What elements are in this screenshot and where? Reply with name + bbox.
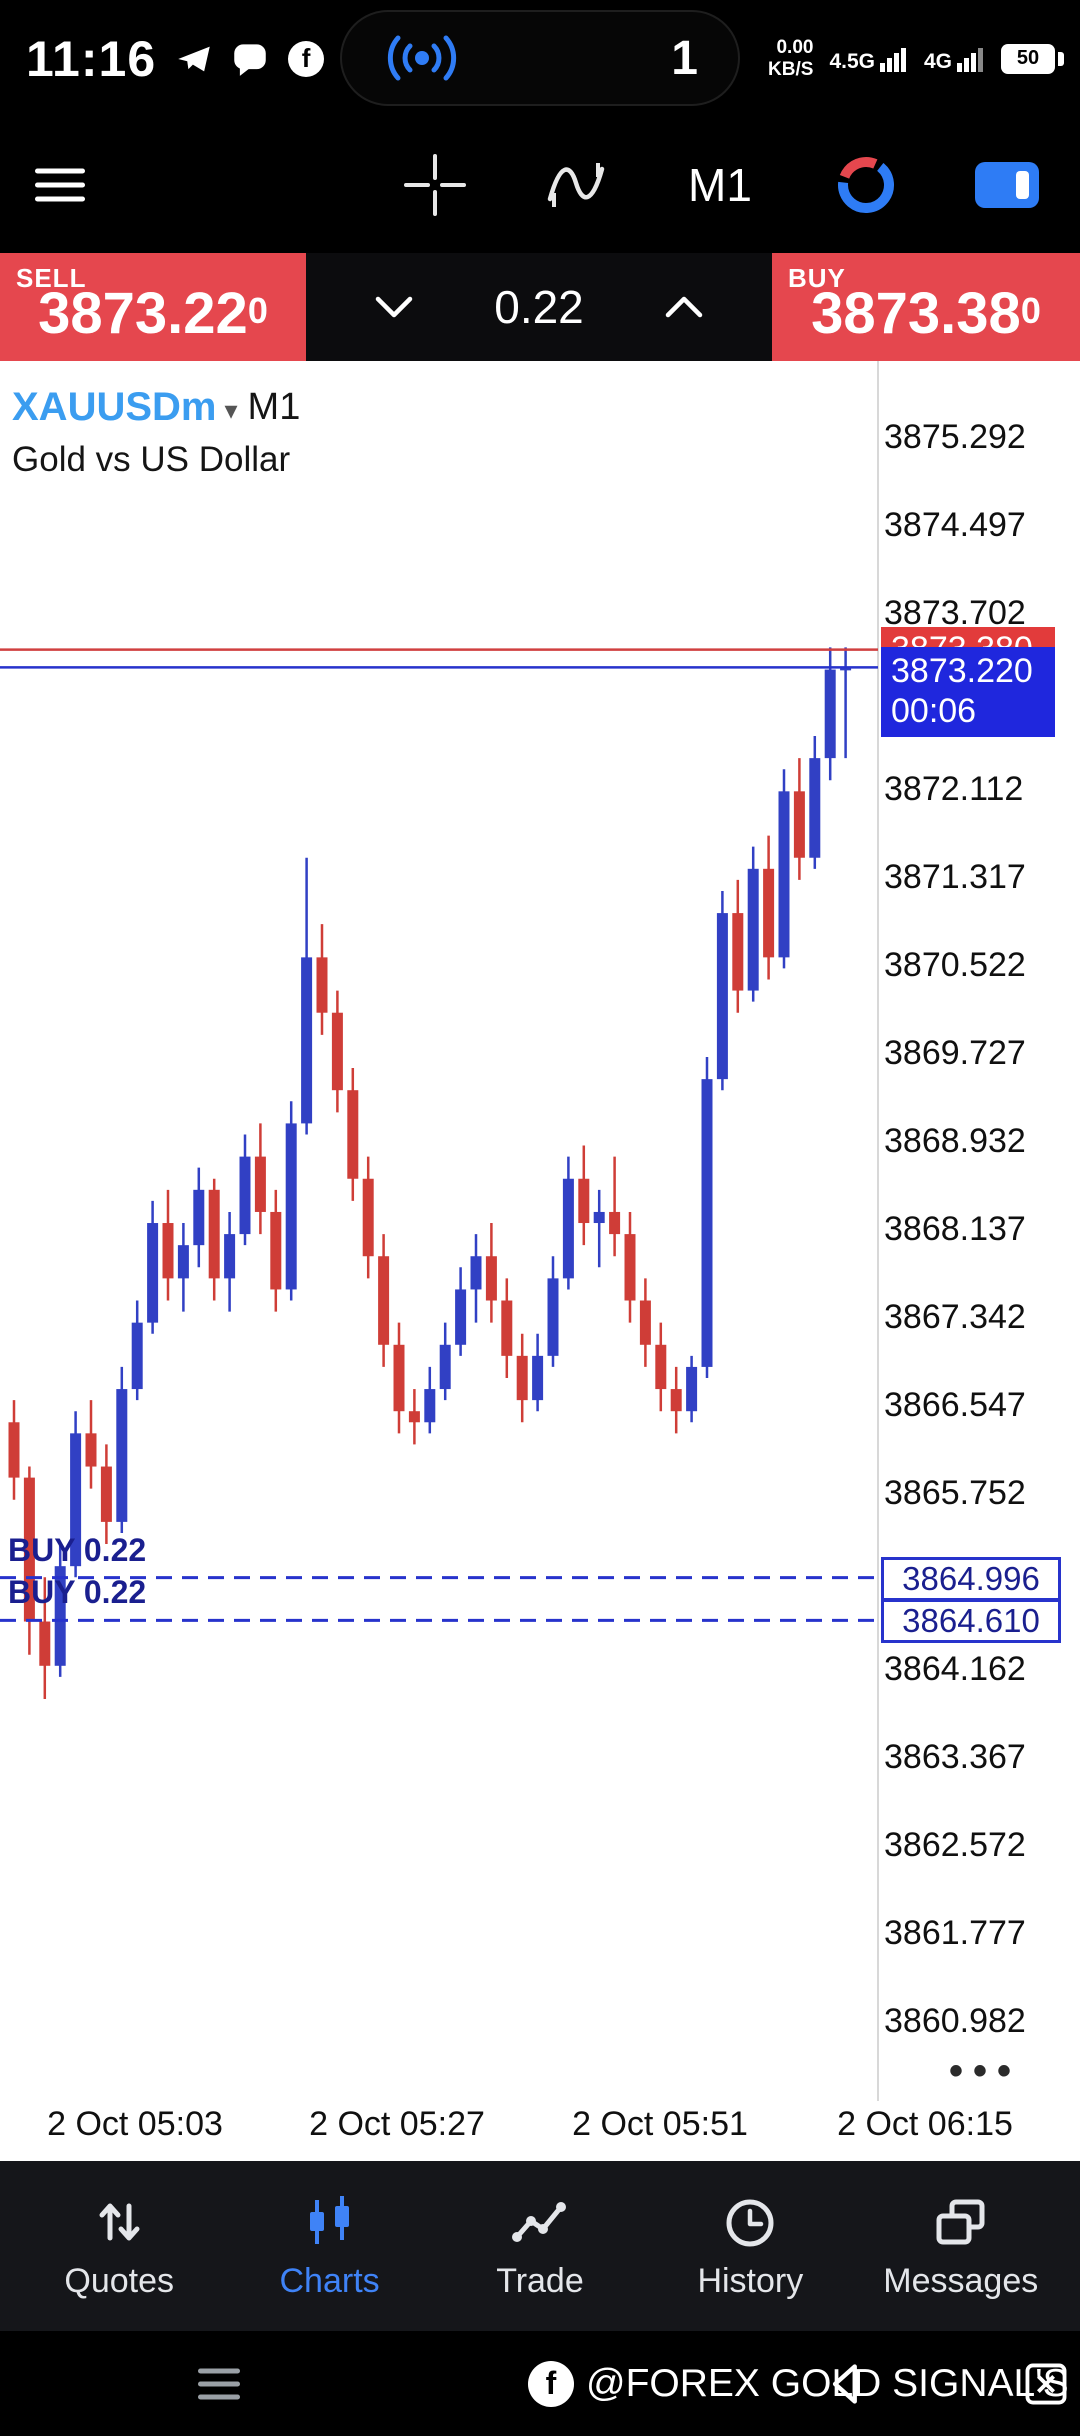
signal-bars-icon bbox=[879, 47, 906, 72]
price-axis-label: 3864.162 bbox=[884, 1650, 1026, 1688]
nav-item-trade[interactable]: Trade bbox=[445, 2192, 635, 2301]
objects-button[interactable] bbox=[975, 162, 1039, 208]
price-axis-label: 3869.727 bbox=[884, 1034, 1026, 1072]
chevron-up-icon[interactable] bbox=[662, 294, 706, 320]
recording-count: 1 bbox=[671, 31, 698, 85]
symbol-name: XAUUSDm bbox=[12, 385, 217, 429]
price-axis-label: 3866.547 bbox=[884, 1386, 1026, 1424]
objects-icon bbox=[975, 162, 1039, 208]
price-axis-menu-dots[interactable]: ••• bbox=[948, 2049, 1021, 2093]
chevron-down-icon[interactable] bbox=[372, 294, 416, 320]
indicators-button[interactable] bbox=[544, 153, 608, 217]
price-axis-label: 3860.982 bbox=[884, 2002, 1026, 2040]
close-window-icon[interactable] bbox=[1022, 2360, 1070, 2408]
sell-price: 3873.220 bbox=[38, 281, 268, 347]
pie-circle-icon bbox=[838, 157, 894, 213]
buy-label: BUY bbox=[788, 263, 846, 293]
price-axis-label: 3874.497 bbox=[884, 506, 1026, 544]
menu-button[interactable] bbox=[35, 160, 85, 211]
messages-icon bbox=[936, 2199, 985, 2244]
live-broadcast-icon bbox=[387, 35, 457, 81]
buy-price: 3873.380 bbox=[811, 281, 1041, 347]
price-axis-label: 3871.317 bbox=[884, 858, 1026, 896]
timeframe-button[interactable]: M1 bbox=[688, 159, 752, 211]
telegram-icon bbox=[178, 46, 210, 71]
facebook-icon: f bbox=[528, 2360, 574, 2407]
time-axis-label: 2 Oct 05:03 bbox=[47, 2105, 223, 2143]
price-axis-label: 3862.572 bbox=[884, 1826, 1026, 1864]
indicator-wave-icon bbox=[547, 163, 605, 207]
trade-panel: SELL 3873.220 0.22 BUY 3873.380 bbox=[0, 253, 1080, 361]
nav-item-history[interactable]: History bbox=[655, 2192, 845, 2301]
sim1-signal: 4.5G bbox=[829, 46, 908, 72]
symbol-description: Gold vs US Dollar bbox=[12, 440, 291, 479]
time-axis-label: 2 Oct 06:15 bbox=[837, 2105, 1013, 2143]
price-axis-label: 3873.702 bbox=[884, 594, 1026, 632]
battery-icon: 50 bbox=[1001, 43, 1064, 74]
nav-item-messages[interactable]: Messages bbox=[866, 2192, 1056, 2301]
bottom-nav: Quotes Charts Trade History bbox=[0, 2161, 1080, 2331]
order-badge[interactable]: 3864.996 bbox=[881, 1556, 1061, 1601]
price-axis-label: 3863.367 bbox=[884, 1738, 1026, 1776]
back-icon[interactable] bbox=[822, 2360, 870, 2408]
status-right: 0.00 KB/S 4.5G 4G 50 bbox=[768, 0, 1064, 117]
price-axis-label: 3872.112 bbox=[884, 770, 1024, 808]
order-label[interactable]: BUY 0.22 bbox=[8, 1531, 147, 1568]
history-clock-icon bbox=[726, 2199, 774, 2246]
sell-button[interactable]: SELL 3873.220 bbox=[0, 253, 306, 361]
sell-label: SELL bbox=[16, 263, 87, 293]
price-axis-label: 3867.342 bbox=[884, 1298, 1026, 1336]
nav-hide-button[interactable] bbox=[198, 2360, 240, 2407]
price-axis-label: 3865.752 bbox=[884, 1474, 1026, 1512]
time-axis-label: 2 Oct 05:27 bbox=[309, 2105, 485, 2143]
status-left: 11:16 f bbox=[26, 0, 325, 117]
candlestick-canvas[interactable] bbox=[0, 361, 1080, 2161]
price-axis-label: 3868.137 bbox=[884, 1210, 1026, 1248]
nav-item-charts[interactable]: Charts bbox=[235, 2192, 425, 2301]
chat-bubble-icon bbox=[234, 43, 266, 76]
chart-area: XAUUSDm ▾ M1 Gold vs US Dollar 3873.380 … bbox=[0, 361, 1080, 2161]
app-footer: f @FOREX GOLD SIGNAL'S bbox=[0, 2331, 1080, 2436]
status-bar: 11:16 f 1 0.00 KB/S bbox=[0, 0, 1080, 117]
chart-style-button[interactable] bbox=[834, 153, 898, 217]
sim2-signal: 4G bbox=[924, 46, 985, 72]
chart-toolbar: M1 bbox=[0, 117, 1080, 253]
crosshair-button[interactable] bbox=[403, 153, 467, 217]
dropdown-caret-icon: ▾ bbox=[224, 395, 238, 425]
bid-price: 3873.220 bbox=[891, 652, 1033, 691]
network-speed: 0.00 KB/S bbox=[768, 37, 814, 80]
chart-header: XAUUSDm ▾ M1 Gold vs US Dollar bbox=[12, 385, 300, 480]
volume-stepper: 0.22 bbox=[306, 253, 772, 361]
order-label[interactable]: BUY 0.22 bbox=[8, 1574, 147, 1611]
price-axis-label: 3861.777 bbox=[884, 1914, 1026, 1952]
price-axis-label: 3870.522 bbox=[884, 946, 1026, 984]
price-axis-label: 3875.292 bbox=[884, 418, 1026, 456]
crosshair-icon bbox=[404, 154, 466, 216]
time-axis-label: 2 Oct 05:51 bbox=[572, 2105, 748, 2143]
charts-candles-icon bbox=[309, 2195, 349, 2244]
time-axis: 2 Oct 05:03 2 Oct 05:27 2 Oct 05:51 2 Oct 0… bbox=[0, 2105, 1080, 2161]
trade-line-icon bbox=[511, 2201, 566, 2242]
volume-value: 0.22 bbox=[494, 281, 584, 333]
quotes-arrows-icon bbox=[99, 2203, 140, 2240]
watermark-text: @FOREX GOLD SIGNAL'S bbox=[586, 2361, 1069, 2405]
chart-timeframe: M1 bbox=[247, 386, 301, 428]
signal-bars-icon bbox=[957, 47, 983, 72]
buy-button[interactable]: BUY 3873.380 bbox=[772, 253, 1080, 361]
order-badge[interactable]: 3864.610 bbox=[881, 1599, 1061, 1644]
nav-item-quotes[interactable]: Quotes bbox=[24, 2192, 214, 2301]
candle-countdown: 00:06 bbox=[891, 692, 977, 731]
facebook-icon: f bbox=[288, 40, 325, 77]
symbol-selector[interactable]: XAUUSDm ▾ M1 bbox=[12, 385, 300, 430]
recording-pill[interactable]: 1 bbox=[340, 10, 740, 106]
price-axis-label: 3868.932 bbox=[884, 1122, 1026, 1160]
clock: 11:16 bbox=[26, 30, 157, 87]
bid-badge: 3873.220 00:06 bbox=[881, 647, 1055, 738]
